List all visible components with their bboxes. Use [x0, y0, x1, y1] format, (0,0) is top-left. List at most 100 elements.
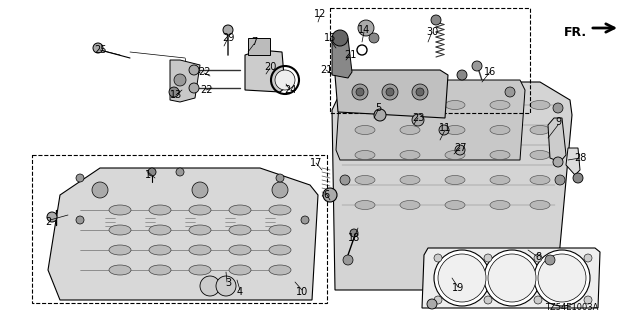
- Circle shape: [538, 254, 586, 302]
- Bar: [330, 8, 530, 113]
- Circle shape: [505, 87, 515, 97]
- Ellipse shape: [445, 201, 465, 210]
- Circle shape: [93, 43, 103, 53]
- Text: 2: 2: [45, 217, 51, 227]
- Circle shape: [484, 254, 492, 262]
- Circle shape: [427, 299, 437, 309]
- Ellipse shape: [355, 175, 375, 185]
- Ellipse shape: [109, 245, 131, 255]
- Circle shape: [484, 250, 540, 306]
- Circle shape: [356, 88, 364, 96]
- Circle shape: [553, 103, 563, 113]
- Circle shape: [434, 296, 442, 304]
- Text: 4: 4: [237, 287, 243, 297]
- Circle shape: [343, 255, 353, 265]
- Circle shape: [352, 84, 368, 100]
- Text: 29: 29: [222, 33, 234, 43]
- Text: 18: 18: [348, 233, 360, 243]
- Circle shape: [472, 61, 482, 71]
- Text: 22: 22: [198, 67, 211, 77]
- Text: 12: 12: [314, 9, 326, 19]
- Circle shape: [584, 254, 592, 262]
- Text: 30: 30: [426, 27, 438, 37]
- Text: 27: 27: [454, 143, 467, 153]
- Circle shape: [276, 174, 284, 182]
- Circle shape: [169, 87, 179, 97]
- Circle shape: [92, 182, 108, 198]
- Ellipse shape: [530, 201, 550, 210]
- Circle shape: [534, 250, 590, 306]
- Text: TZ54E1003A: TZ54E1003A: [545, 303, 598, 312]
- Circle shape: [545, 255, 555, 265]
- Ellipse shape: [400, 125, 420, 134]
- Circle shape: [412, 84, 428, 100]
- Circle shape: [573, 173, 583, 183]
- Circle shape: [438, 254, 486, 302]
- Circle shape: [76, 216, 84, 224]
- Circle shape: [374, 109, 386, 121]
- Circle shape: [200, 276, 220, 296]
- Circle shape: [553, 157, 563, 167]
- Text: 28: 28: [574, 153, 586, 163]
- Ellipse shape: [490, 201, 510, 210]
- Circle shape: [358, 20, 374, 36]
- Text: 15: 15: [324, 33, 336, 43]
- Ellipse shape: [445, 125, 465, 134]
- Text: 21: 21: [320, 65, 332, 75]
- Ellipse shape: [149, 205, 171, 215]
- Text: 5: 5: [375, 103, 381, 113]
- Ellipse shape: [189, 225, 211, 235]
- Ellipse shape: [445, 150, 465, 159]
- Ellipse shape: [269, 225, 291, 235]
- Text: 10: 10: [296, 287, 308, 297]
- Text: 9: 9: [555, 117, 561, 127]
- Ellipse shape: [269, 205, 291, 215]
- Circle shape: [425, 83, 435, 93]
- Circle shape: [416, 88, 424, 96]
- Ellipse shape: [109, 205, 131, 215]
- Text: 17: 17: [310, 158, 322, 168]
- Text: 21: 21: [344, 50, 356, 60]
- Ellipse shape: [189, 205, 211, 215]
- Circle shape: [534, 296, 542, 304]
- Ellipse shape: [490, 125, 510, 134]
- Ellipse shape: [229, 225, 251, 235]
- Polygon shape: [566, 148, 580, 175]
- Text: 23: 23: [412, 113, 424, 123]
- Circle shape: [189, 83, 199, 93]
- Ellipse shape: [149, 245, 171, 255]
- Ellipse shape: [149, 265, 171, 275]
- Ellipse shape: [109, 265, 131, 275]
- Text: FR.: FR.: [564, 26, 587, 38]
- Circle shape: [484, 296, 492, 304]
- Text: 8: 8: [535, 252, 541, 262]
- Circle shape: [76, 174, 84, 182]
- Circle shape: [386, 88, 394, 96]
- Polygon shape: [548, 118, 566, 162]
- Circle shape: [412, 114, 424, 126]
- Ellipse shape: [530, 150, 550, 159]
- Ellipse shape: [269, 245, 291, 255]
- Polygon shape: [332, 38, 352, 78]
- Circle shape: [272, 182, 288, 198]
- Ellipse shape: [229, 245, 251, 255]
- Circle shape: [332, 30, 348, 46]
- Text: 24: 24: [284, 85, 296, 95]
- Circle shape: [340, 175, 350, 185]
- Ellipse shape: [490, 150, 510, 159]
- Ellipse shape: [355, 201, 375, 210]
- Circle shape: [382, 84, 398, 100]
- Circle shape: [176, 168, 184, 176]
- Circle shape: [275, 70, 295, 90]
- Text: 16: 16: [484, 67, 496, 77]
- Text: 3: 3: [225, 278, 231, 288]
- Circle shape: [223, 25, 233, 35]
- Circle shape: [555, 175, 565, 185]
- Text: 13: 13: [170, 90, 182, 100]
- Circle shape: [323, 188, 337, 202]
- Ellipse shape: [355, 150, 375, 159]
- Polygon shape: [48, 168, 318, 300]
- Ellipse shape: [530, 125, 550, 134]
- Circle shape: [534, 254, 542, 262]
- Circle shape: [189, 65, 199, 75]
